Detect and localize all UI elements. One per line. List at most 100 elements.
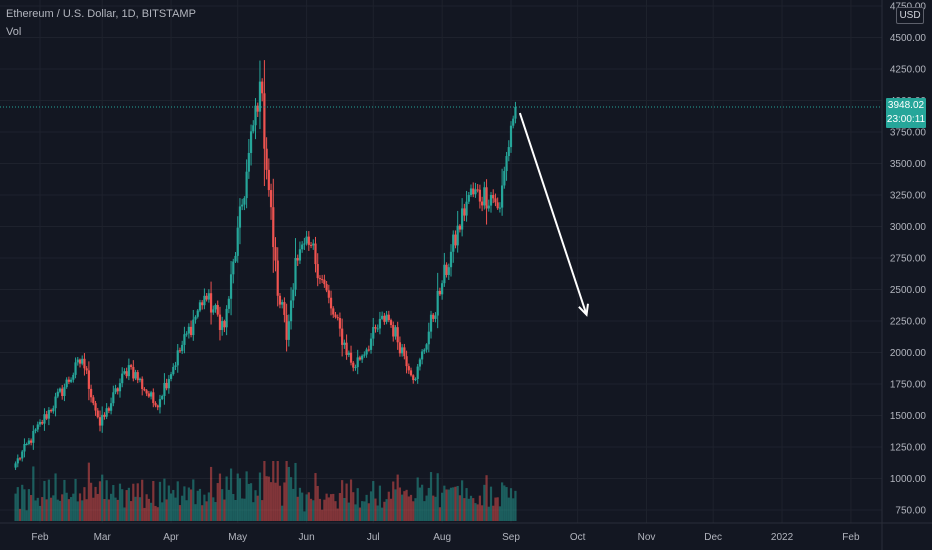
volume-bar <box>172 489 175 521</box>
candle-body <box>381 315 384 319</box>
volume-bar <box>432 495 435 521</box>
price-tick-label: 3750.00 <box>890 128 927 139</box>
candle-body <box>43 414 46 424</box>
candle-body <box>436 290 439 316</box>
volume-bar <box>449 487 453 521</box>
volume-bar <box>96 493 99 521</box>
volume-bar <box>132 483 135 521</box>
candle-body <box>209 293 213 313</box>
candle-body <box>145 390 148 394</box>
candle-body <box>421 351 424 360</box>
volume-bar <box>147 498 150 521</box>
volume-bar <box>212 497 215 521</box>
candle-body <box>434 315 437 319</box>
candle-body <box>509 125 513 148</box>
volume-bar <box>443 485 446 521</box>
candle-body <box>334 314 337 318</box>
candle-body <box>207 293 210 300</box>
candle-body <box>18 458 22 460</box>
candle-body <box>365 349 368 355</box>
candle-body <box>218 314 222 330</box>
volume-bar <box>198 488 202 521</box>
candle-body <box>301 244 304 250</box>
volume-bar <box>423 501 426 521</box>
volume-bar <box>367 503 370 521</box>
candle-body <box>58 388 62 392</box>
currency-button[interactable]: USD <box>896 7 924 24</box>
volume-bar <box>447 489 450 521</box>
volume-bar <box>98 481 102 521</box>
candle-body <box>167 378 170 389</box>
candle-body <box>181 344 184 351</box>
volume-bar <box>514 490 517 521</box>
arrow-head <box>578 303 589 317</box>
volume-bar <box>263 461 266 521</box>
volume-bar <box>363 501 366 521</box>
volume-bar <box>70 497 73 521</box>
candle-body <box>30 440 33 443</box>
volume-bar <box>247 483 250 521</box>
candle-body <box>498 207 501 209</box>
volume-bar <box>232 493 235 521</box>
volume-bar <box>61 494 64 521</box>
candle-body <box>205 295 208 300</box>
time-tick-label: Nov <box>638 532 656 543</box>
candle-body <box>134 372 137 379</box>
volume-bar <box>421 484 424 521</box>
volume-bar <box>269 482 273 521</box>
volume-bar <box>303 511 306 521</box>
volume-bar <box>167 485 170 521</box>
candle-body <box>294 258 297 290</box>
volume-bar <box>465 488 468 521</box>
candle-body <box>263 93 266 149</box>
candle-body <box>243 198 246 205</box>
volume-bar <box>63 479 66 521</box>
candle-body <box>481 201 484 206</box>
candle-body <box>161 395 164 400</box>
volume-bar <box>496 497 499 521</box>
candle-body <box>505 156 508 172</box>
volume-bar <box>125 490 128 521</box>
volume-bar <box>489 486 493 521</box>
volume-bar <box>476 504 479 521</box>
volume-bar <box>283 482 286 521</box>
candle-body <box>127 365 130 377</box>
candle-body <box>345 342 348 355</box>
candle-body <box>341 328 344 345</box>
candle-body <box>338 318 342 329</box>
candle-body <box>254 105 257 126</box>
candle-body <box>85 368 88 371</box>
volume-bar <box>381 507 384 521</box>
price-tick-label: 2500.00 <box>890 285 927 296</box>
candle-body <box>454 234 457 246</box>
candle-body <box>329 297 333 309</box>
volume-bar <box>187 487 190 521</box>
volume-bar <box>414 498 417 521</box>
volume-bar <box>483 484 486 521</box>
candle-body <box>245 171 248 199</box>
time-tick-label: Aug <box>433 532 451 543</box>
volume-bar <box>183 486 186 521</box>
volume-bar <box>492 505 495 521</box>
candle-body <box>194 316 197 320</box>
volume-bar <box>225 476 228 521</box>
volume-bar <box>141 479 144 521</box>
candle-body <box>98 417 102 426</box>
volume-bar <box>123 507 126 521</box>
candle-body <box>196 310 199 317</box>
price-tick-label: 4250.00 <box>890 65 927 76</box>
volume-bar <box>67 499 70 521</box>
candle-body <box>223 321 226 328</box>
candle-body <box>101 414 104 426</box>
volume-bar <box>296 496 299 521</box>
candle-body <box>201 302 204 306</box>
candle-body <box>227 298 230 309</box>
volume-bar <box>43 480 46 521</box>
time-tick-label: 2022 <box>771 532 794 543</box>
volume-bar <box>47 479 50 521</box>
volume-legend-label: Vol <box>6 26 22 38</box>
candle-body <box>478 189 481 202</box>
